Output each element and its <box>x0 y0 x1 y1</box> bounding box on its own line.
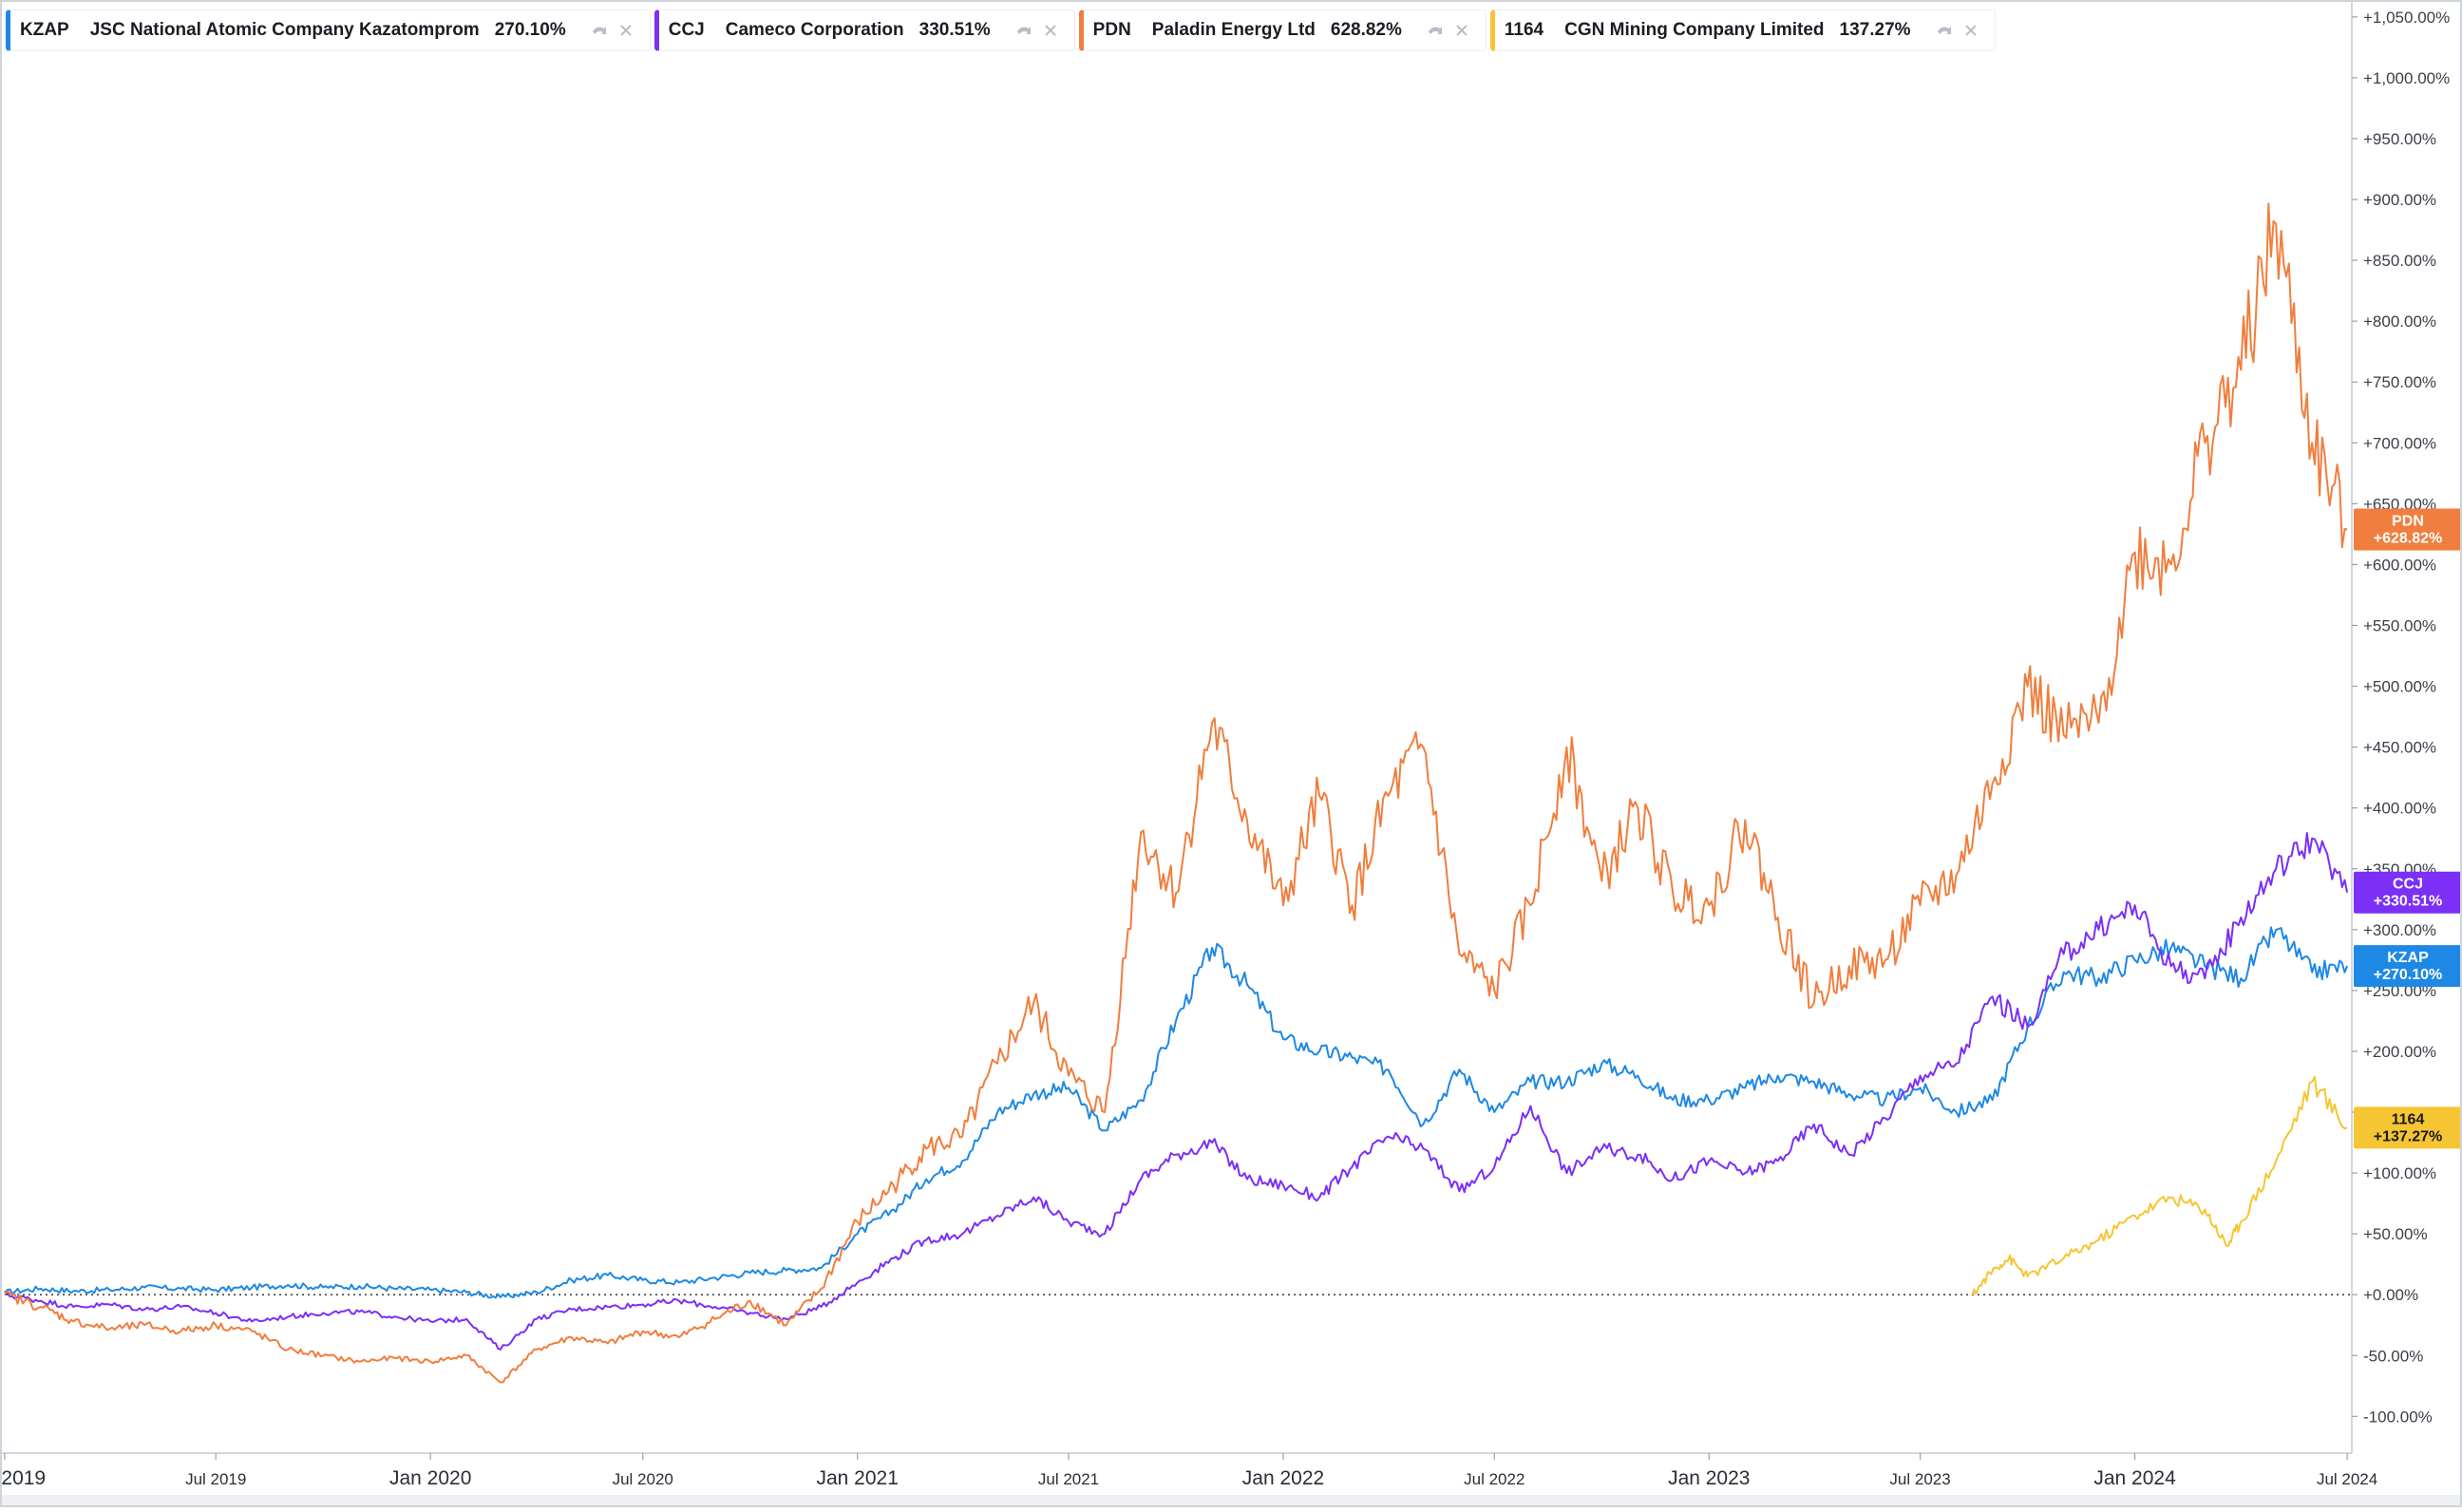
legend-change: 270.10% <box>494 20 566 40</box>
y-tick-label: +800.00% <box>2363 312 2436 331</box>
close-icon[interactable] <box>1451 20 1472 41</box>
legend-item-ccj[interactable]: CCJ Cameco Corporation 330.51% <box>653 9 1075 51</box>
last-value-badge-kzap <box>2354 945 2462 988</box>
legend-ticker: PDN <box>1092 20 1131 40</box>
legend-change: 628.82% <box>1330 20 1402 40</box>
legend-item-1164[interactable]: 1164 CGN Mining Company Limited 137.27% <box>1489 9 1996 51</box>
hide-icon[interactable] <box>1425 20 1446 41</box>
legend-name: JSC National Atomic Company Kazatomprom <box>89 20 480 40</box>
series-line-pdn <box>4 202 2348 1384</box>
close-icon[interactable] <box>1960 20 1981 41</box>
y-tick-label: +400.00% <box>2363 800 2436 818</box>
legend-bar: KZAP JSC National Atomic Company Kazatom… <box>6 9 1996 51</box>
legend-change: 330.51% <box>919 20 991 40</box>
legend-ticker: 1164 <box>1504 20 1544 40</box>
legend-change: 137.27% <box>1839 20 1911 40</box>
y-tick-label: +600.00% <box>2363 556 2436 574</box>
y-tick-label: +900.00% <box>2363 191 2436 209</box>
x-tick-label: Jul 2020 <box>613 1470 673 1488</box>
y-tick-label: +1,000.00% <box>2363 69 2450 87</box>
x-tick-label: Jul 2019 <box>185 1470 246 1488</box>
x-tick-label: Jul 2022 <box>1464 1470 1525 1488</box>
x-tick-label: Jul 2024 <box>2317 1470 2377 1488</box>
y-tick-label: +500.00% <box>2363 678 2436 696</box>
y-tick-label: +200.00% <box>2363 1043 2436 1061</box>
y-tick-label: +1,050.00% <box>2363 9 2450 27</box>
hide-icon[interactable] <box>1934 20 1955 41</box>
x-tick-label: Jan 2021 <box>816 1467 898 1489</box>
last-value-badge-1164 <box>2354 1106 2462 1149</box>
series-line-ccj <box>4 832 2349 1351</box>
close-icon[interactable] <box>1040 20 1061 41</box>
badge-ticker: CCJ <box>2393 877 2423 893</box>
y-tick-label: +750.00% <box>2363 373 2436 391</box>
x-tick-label: Jan 2022 <box>1242 1467 1324 1489</box>
y-tick-label: +450.00% <box>2363 739 2436 757</box>
badge-value: +270.10% <box>2374 967 2443 983</box>
y-tick-label: +700.00% <box>2363 434 2436 452</box>
badge-value: +628.82% <box>2374 531 2443 547</box>
legend-item-kzap[interactable]: KZAP JSC National Atomic Company Kazatom… <box>6 9 651 51</box>
legend-name: Paladin Energy Ltd <box>1151 20 1316 40</box>
x-tick-label: Jul 2021 <box>1038 1470 1099 1488</box>
legend-name: Cameco Corporation <box>725 20 904 40</box>
hide-icon[interactable] <box>589 20 610 41</box>
last-value-badge-ccj <box>2354 871 2462 914</box>
badge-value: +137.27% <box>2374 1128 2443 1144</box>
legend-ticker: CCJ <box>668 20 705 40</box>
last-value-badge-pdn <box>2354 508 2462 551</box>
badge-value: +330.51% <box>2374 894 2443 910</box>
series-line-1164 <box>1971 1076 2348 1295</box>
y-tick-label: +950.00% <box>2363 130 2436 148</box>
y-tick-label: +100.00% <box>2363 1164 2436 1182</box>
legend-ticker: KZAP <box>20 20 69 40</box>
x-tick-label: Jan 2019 <box>0 1467 46 1489</box>
y-tick-label: -50.00% <box>2363 1347 2423 1365</box>
close-icon[interactable] <box>616 20 636 41</box>
x-tick-label: Jan 2023 <box>1668 1467 1750 1489</box>
y-tick-label: +0.00% <box>2363 1286 2418 1304</box>
badge-ticker: KZAP <box>2387 950 2429 966</box>
y-tick-label: +550.00% <box>2363 616 2436 634</box>
y-tick-label: +300.00% <box>2363 921 2436 939</box>
legend-item-pdn[interactable]: PDN Paladin Energy Ltd 628.82% <box>1078 9 1487 51</box>
badge-ticker: PDN <box>2392 514 2424 530</box>
y-tick-label: +50.00% <box>2363 1225 2428 1243</box>
x-tick-label: Jul 2023 <box>1889 1470 1950 1488</box>
hide-icon[interactable] <box>1013 20 1034 41</box>
x-tick-label: Jan 2024 <box>2093 1467 2176 1489</box>
badge-ticker: 1164 <box>2392 1111 2425 1127</box>
series-line-kzap <box>4 926 2349 1299</box>
y-tick-label: -100.00% <box>2363 1408 2433 1426</box>
bottom-scroll-strip[interactable] <box>0 1495 2462 1507</box>
legend-name: CGN Mining Company Limited <box>1564 20 1825 40</box>
x-tick-label: Jan 2020 <box>389 1467 471 1489</box>
y-tick-label: +850.00% <box>2363 252 2436 270</box>
